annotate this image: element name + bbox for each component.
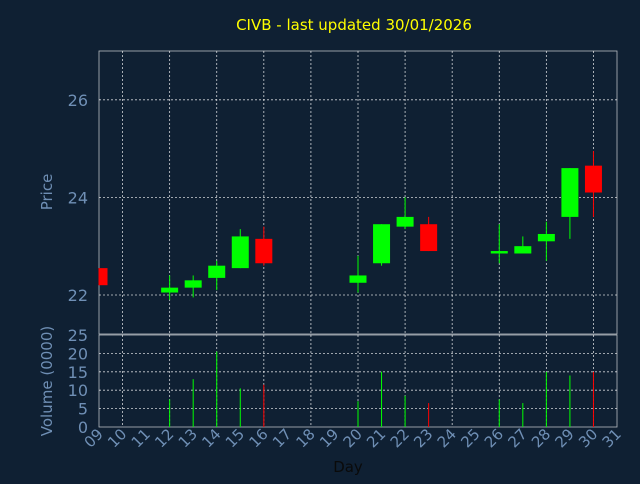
candle-body — [373, 224, 391, 264]
candle-body — [514, 246, 532, 254]
volume-tick-label: 25 — [68, 326, 88, 345]
candle-14 — [208, 260, 226, 291]
volume-tick-label: 0 — [78, 418, 88, 437]
price-tick-label: 24 — [68, 188, 88, 207]
candle-23 — [420, 216, 438, 252]
volume-axis-label: Volume (0000) — [38, 326, 56, 436]
candle-body — [584, 165, 602, 193]
candle-26 — [490, 224, 508, 264]
volume-tick-label: 5 — [78, 400, 88, 419]
candle-16 — [255, 226, 273, 266]
candle-body — [231, 236, 249, 269]
candle-20 — [349, 255, 367, 293]
candle-15 — [231, 229, 249, 269]
price-axis-label: Price — [38, 174, 56, 211]
candle-body — [396, 216, 414, 227]
volume-tick-label: 20 — [68, 344, 88, 363]
price-tick-label: 26 — [68, 91, 88, 110]
candle-body — [420, 224, 438, 252]
chart-title: CIVB - last updated 30/01/2026 — [236, 16, 472, 34]
candle-13 — [184, 275, 202, 298]
volume-tick-label: 15 — [68, 363, 88, 382]
candle-body — [184, 280, 202, 288]
x-axis-label: Day — [333, 458, 363, 476]
candle-29 — [561, 168, 579, 239]
candle-body — [490, 251, 508, 254]
candle-27 — [514, 236, 532, 254]
candle-22 — [396, 197, 414, 230]
candle-12 — [161, 275, 179, 300]
candle-body — [537, 233, 555, 242]
candle-body — [99, 268, 108, 286]
candle-09 — [98, 268, 108, 286]
candle-body — [255, 238, 273, 264]
candle-21 — [373, 224, 391, 266]
candle-30 — [584, 151, 602, 217]
candle-body — [349, 275, 367, 283]
price-tick-label: 22 — [68, 286, 88, 305]
candle-28 — [537, 221, 555, 261]
candle-body — [561, 168, 579, 217]
volume-tick-label: 10 — [68, 381, 88, 400]
candle-body — [161, 287, 179, 293]
candle-body — [208, 265, 226, 278]
